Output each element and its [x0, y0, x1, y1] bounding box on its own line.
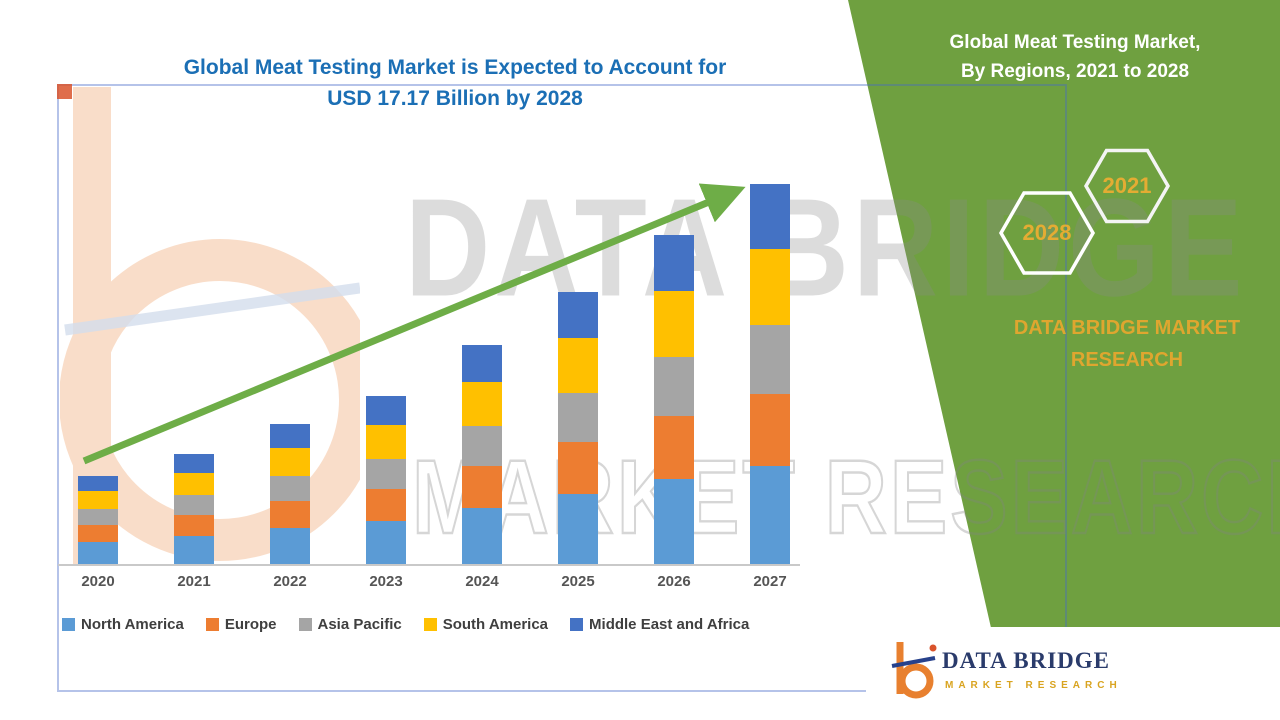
bar-segment-asia-pacific — [174, 495, 214, 515]
bar-segment-middle-east-and-africa — [654, 235, 694, 291]
bar-segment-asia-pacific — [558, 393, 598, 442]
x-axis-label-2021: 2021 — [177, 573, 211, 590]
side-panel-title-line1: Global Meat Testing Market, — [949, 32, 1201, 53]
bar-segment-north-america — [654, 479, 694, 565]
x-axis-label-2027: 2027 — [753, 573, 787, 590]
bar-segment-asia-pacific — [78, 509, 118, 525]
bar-segment-europe — [78, 525, 118, 542]
bar-segment-middle-east-and-africa — [462, 345, 502, 382]
bar-segment-north-america — [366, 521, 406, 565]
chart-title: Global Meat Testing Market is Expected t… — [115, 52, 795, 114]
bar-segment-europe — [366, 489, 406, 521]
bar-segment-south-america — [366, 425, 406, 459]
legend-label: North America — [81, 616, 184, 633]
bar-stack-2026 — [654, 235, 694, 565]
bar-segment-middle-east-and-africa — [270, 424, 310, 448]
bar-stack-2025 — [558, 292, 598, 565]
bar-segment-europe — [174, 515, 214, 536]
bar-segment-middle-east-and-africa — [750, 184, 790, 249]
chart-legend: North America Europe Asia Pacific South Ame… — [62, 616, 749, 633]
side-panel-title-line2: By Regions, 2021 to 2028 — [960, 61, 1190, 82]
bar-stack-2020 — [78, 476, 118, 565]
bar-segment-south-america — [270, 448, 310, 476]
legend-swatch-icon — [298, 618, 312, 631]
bar-segment-asia-pacific — [750, 325, 790, 394]
bar-stack-2023 — [366, 396, 406, 565]
bar-stack-2024 — [462, 345, 502, 565]
year-hexagons-icon — [998, 148, 1171, 275]
bar-segment-asia-pacific — [654, 357, 694, 416]
legend-swatch-icon — [62, 618, 75, 631]
legend-swatch-icon — [423, 618, 437, 631]
side-panel-brand-line2: RESEARCH — [1070, 349, 1184, 371]
bar-segment-south-america — [462, 382, 502, 426]
bar-segment-north-america — [174, 536, 214, 565]
bar-segment-europe — [558, 442, 598, 494]
legend-label: Asia Pacific — [317, 616, 402, 633]
legend-item-asia-pacific: Asia Pacific — [298, 616, 402, 633]
side-panel-brand-line1: DATA BRIDGE MARKET — [1013, 317, 1241, 339]
legend-item-europe: Europe — [205, 616, 277, 633]
bar-segment-north-america — [78, 542, 118, 565]
bar-segment-middle-east-and-africa — [558, 292, 598, 338]
x-axis-label-2024: 2024 — [465, 573, 499, 590]
footer-logo-tagline: MARKET RESEARCH — [945, 680, 1122, 691]
legend-swatch-icon — [205, 618, 219, 631]
bar-segment-europe — [750, 394, 790, 466]
bar-segment-south-america — [750, 249, 790, 325]
legend-label: Middle East and Africa — [589, 616, 750, 633]
legend-swatch-icon — [570, 618, 584, 631]
x-axis-label-2022: 2022 — [273, 573, 307, 590]
bar-segment-asia-pacific — [270, 476, 310, 501]
footer-logo: DATA BRIDGE MARKET RESEARCH — [866, 627, 1280, 720]
bar-segment-north-america — [462, 508, 502, 565]
legend-label: South America — [442, 616, 549, 633]
bar-segment-north-america — [750, 466, 790, 565]
x-axis-label-2026: 2026 — [657, 573, 691, 590]
bar-segment-asia-pacific — [366, 459, 406, 489]
stacked-bar-chart — [58, 180, 800, 565]
x-axis-label-2020: 2020 — [81, 573, 115, 590]
bar-stack-2022 — [270, 424, 310, 565]
bar-segment-south-america — [78, 491, 118, 509]
footer-logo-brand-text: DATA BRIDGE — [942, 648, 1110, 673]
bar-segment-south-america — [654, 291, 694, 357]
bar-stack-2021 — [174, 454, 214, 565]
x-axis-label-2023: 2023 — [369, 573, 403, 590]
legend-label: Europe — [224, 616, 277, 633]
bar-segment-europe — [270, 501, 310, 528]
bar-segment-europe — [654, 416, 694, 479]
x-axis-line — [58, 564, 800, 566]
side-panel-title: Global Meat Testing Market, By Regions, … — [895, 28, 1255, 86]
bar-segment-middle-east-and-africa — [78, 476, 118, 491]
legend-item-north-america: North America — [62, 616, 184, 633]
x-axis-label-2025: 2025 — [561, 573, 595, 590]
bar-segment-middle-east-and-africa — [174, 454, 214, 473]
bar-segment-north-america — [558, 494, 598, 565]
watermark-corner-square — [57, 84, 72, 99]
bar-segment-north-america — [270, 528, 310, 565]
bar-segment-south-america — [174, 473, 214, 495]
chart-title-line1: Global Meat Testing Market is Expected t… — [183, 56, 727, 79]
side-panel-brand-text: DATA BRIDGE MARKET RESEARCH — [930, 312, 1280, 376]
bar-segment-middle-east-and-africa — [366, 396, 406, 425]
hexagon-year-2021: 2021 — [1102, 173, 1152, 198]
bar-segment-asia-pacific — [462, 426, 502, 466]
data-bridge-b-logo-icon — [891, 642, 937, 699]
legend-item-middle-east-and-africa: Middle East and Africa — [570, 616, 749, 633]
bar-segment-europe — [462, 466, 502, 508]
chart-title-line2: USD 17.17 Billion by 2028 — [327, 87, 583, 110]
hexagon-year-2028: 2028 — [1022, 220, 1072, 245]
x-axis-labels: 2020 2021 2022 2023 2024 2025 2026 2027 — [58, 573, 800, 595]
legend-item-south-america: South America — [423, 616, 549, 633]
bar-stack-2027 — [750, 184, 790, 565]
bar-segment-south-america — [558, 338, 598, 393]
